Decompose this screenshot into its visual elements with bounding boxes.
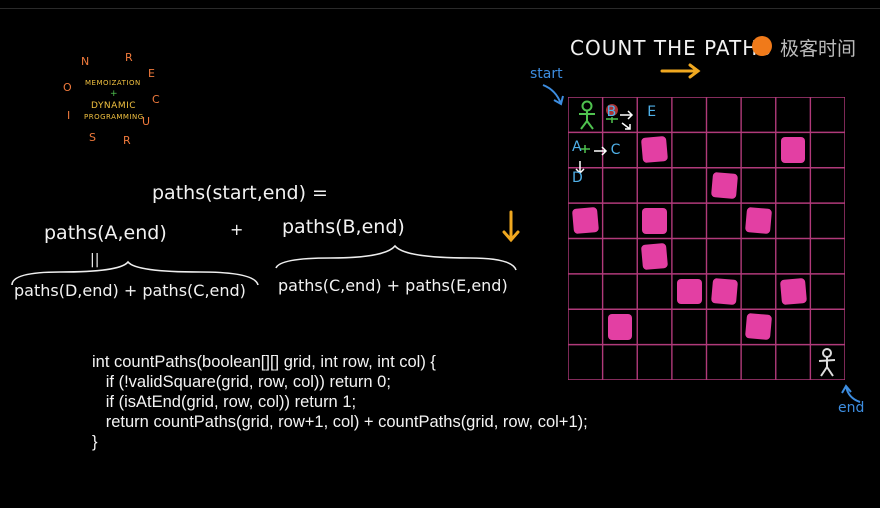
equation-right-expansion: paths(C,end) + paths(E,end) [278,276,508,295]
blocked-cell [745,207,772,235]
code-line: if (isAtEnd(grid, row, col)) return 1; [92,393,357,411]
grid-lines [568,97,845,380]
logo-letter: R [125,51,133,64]
blocked-cell [641,242,668,270]
start-person-icon [579,100,595,130]
logo-letter: O [63,81,72,94]
code-line: return countPaths(grid, row+1, col) + co… [92,413,588,431]
top-border [0,8,880,9]
path-grid: B E A C D [568,97,845,380]
blocked-cell [710,277,738,306]
right-arrow-icon [660,63,701,79]
logo-letter: C [152,93,160,106]
equation-equals: || [90,252,100,268]
end-label: end [838,400,865,416]
logo-plus: + [110,89,119,99]
cell-label: D [572,169,583,186]
logo-letter: E [148,67,155,80]
blocked-cell [571,207,599,235]
left-brace [11,260,259,286]
cell-label: C [610,142,621,159]
end-person-icon [818,348,836,377]
watermark-logo-icon [752,36,772,56]
logo-letter: N [81,55,90,68]
blocked-cell [607,314,633,340]
cell-label: B [606,104,617,120]
blocked-cell [642,208,667,234]
cell-label: E [647,104,657,120]
blocked-cell [676,278,702,305]
blocked-cell [710,171,738,200]
slide-title: COUNT THE PATHS [570,36,772,60]
path-step-markers [575,104,634,175]
recursion-logo: N R E C U R S I O MEMOIZATION + DYNAMIC … [55,45,170,155]
code-line: if (!validSquare(grid, row, col)) return… [92,373,391,391]
equation-left-expansion: paths(D,end) + paths(C,end) [14,281,246,300]
logo-letter: I [67,109,71,122]
start-arrow-icon [542,84,564,106]
logo-letter: R [123,134,131,147]
start-label: start [530,66,563,82]
logo-memoization: MEMOIZATION [85,79,141,87]
blocked-cell [779,277,807,306]
logo-programming: PROGRAMMING [84,113,144,121]
code-block: int countPaths(boolean[][] grid, int row… [92,352,588,452]
equation-plus: + [230,220,244,239]
code-line: int countPaths(boolean[][] grid, int row… [92,353,436,371]
down-arrow-icon [502,210,520,243]
blocked-cell [745,313,772,341]
end-arrow-icon [841,384,861,403]
code-line: } [92,433,98,451]
right-brace [275,244,517,271]
equation-top: paths(start,end) = [152,182,328,204]
watermark: 极客时间 [780,38,857,60]
equation-left: paths(A,end) [44,222,167,244]
logo-dynamic: DYNAMIC [91,101,137,111]
blocked-cell [780,137,806,163]
logo-letter: U [142,115,151,128]
cell-label: A [572,139,582,156]
logo-letter: S [89,131,96,144]
equation-right: paths(B,end) [282,216,405,238]
blocked-cell [641,136,668,164]
